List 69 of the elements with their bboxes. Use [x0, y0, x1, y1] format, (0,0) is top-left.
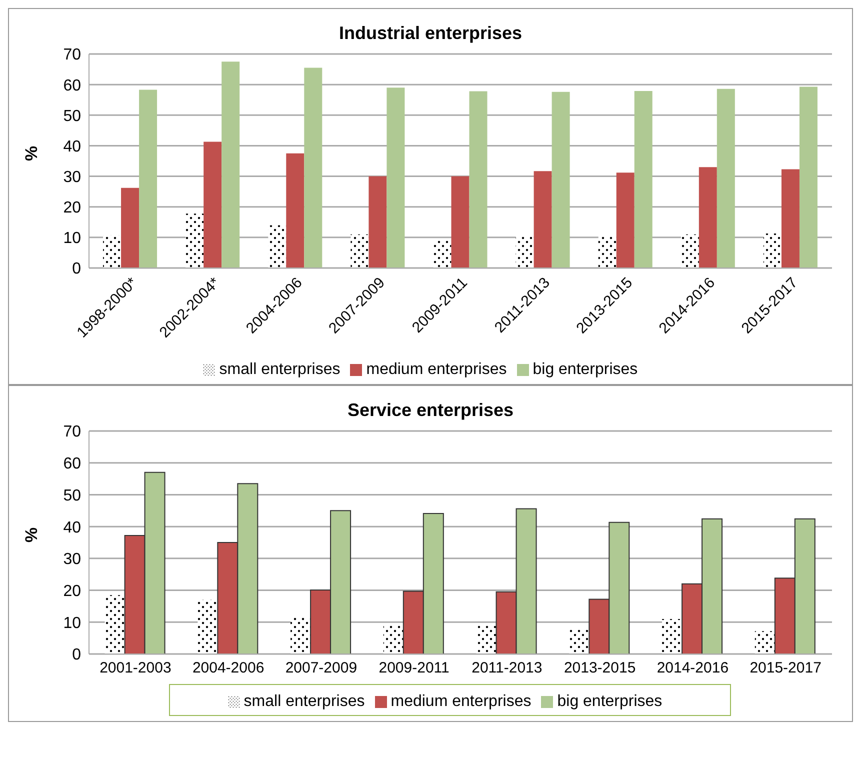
- bar: [198, 600, 218, 654]
- bar: [121, 188, 140, 268]
- bar: [383, 624, 404, 654]
- bar: [433, 240, 452, 268]
- bar: [386, 88, 405, 268]
- y-tick-label: 70: [63, 424, 82, 441]
- y-tick-label: 40: [63, 519, 82, 536]
- bar: [516, 236, 534, 268]
- bar: [186, 214, 204, 268]
- y-tick-label: 50: [63, 487, 82, 504]
- legend-label: medium enterprises: [366, 361, 507, 378]
- bar: [350, 234, 369, 268]
- bar: [662, 618, 682, 654]
- bar: [569, 629, 590, 654]
- bar: [476, 624, 496, 654]
- y-tick-label: 40: [63, 138, 82, 156]
- chart-title: Service enterprises: [346, 399, 515, 421]
- bar: [104, 595, 125, 654]
- x-tick-label: 2014-2016: [656, 660, 729, 677]
- bar: [634, 90, 652, 268]
- x-tick-label: 2011-2013: [472, 660, 542, 677]
- bar: [290, 616, 311, 654]
- x-tick-label: 2001-2003: [100, 660, 172, 677]
- bar: [268, 225, 286, 268]
- y-tick-label: 60: [63, 456, 82, 473]
- y-tick-label: 10: [63, 230, 82, 248]
- bar: [552, 92, 570, 268]
- bar: [616, 172, 634, 268]
- x-tick-label: 2009-2011: [378, 660, 450, 677]
- y-tick-label: 30: [63, 168, 82, 186]
- bar: [698, 167, 717, 268]
- bar: [680, 234, 699, 268]
- y-tick-label: 50: [63, 108, 82, 125]
- bar: [139, 90, 158, 268]
- y-tick-label: 0: [72, 260, 82, 278]
- bar: [286, 153, 304, 268]
- x-tick-label: 2015-2017: [750, 660, 822, 677]
- legend-label: small enterprises: [244, 693, 365, 710]
- legend-label: big enterprises: [557, 693, 662, 710]
- y-tick-label: 30: [63, 551, 82, 568]
- x-tick-label: 2007-2009: [285, 660, 358, 677]
- y-tick-label: 20: [63, 200, 82, 217]
- bar: [799, 86, 818, 268]
- bar: [716, 88, 735, 268]
- legend-label: small enterprises: [219, 361, 340, 378]
- bar: [469, 91, 488, 268]
- legend-label: big enterprises: [532, 361, 638, 378]
- y-tick-label: 10: [63, 614, 82, 632]
- legend-label: medium enterprises: [390, 693, 532, 710]
- y-tick-label: 70: [63, 46, 82, 64]
- bar: [368, 176, 387, 268]
- bar: [222, 62, 240, 268]
- bar: [754, 631, 775, 654]
- bar: [451, 176, 470, 268]
- y-axis-title: %: [22, 146, 42, 161]
- bar: [304, 68, 322, 268]
- y-tick-label: 20: [63, 582, 82, 600]
- bar: [598, 236, 616, 268]
- x-tick-label: 2013-2015: [564, 660, 636, 677]
- bar: [534, 171, 552, 268]
- y-tick-label: 0: [72, 646, 82, 664]
- chart-title: Industrial enterprises: [338, 22, 524, 44]
- bar: [204, 142, 222, 268]
- bar: [103, 234, 122, 268]
- x-tick-label: 2004-2006: [192, 660, 264, 677]
- bar: [781, 169, 800, 268]
- bar: [763, 233, 782, 268]
- y-tick-label: 60: [63, 77, 82, 94]
- y-axis-title: %: [22, 527, 42, 542]
